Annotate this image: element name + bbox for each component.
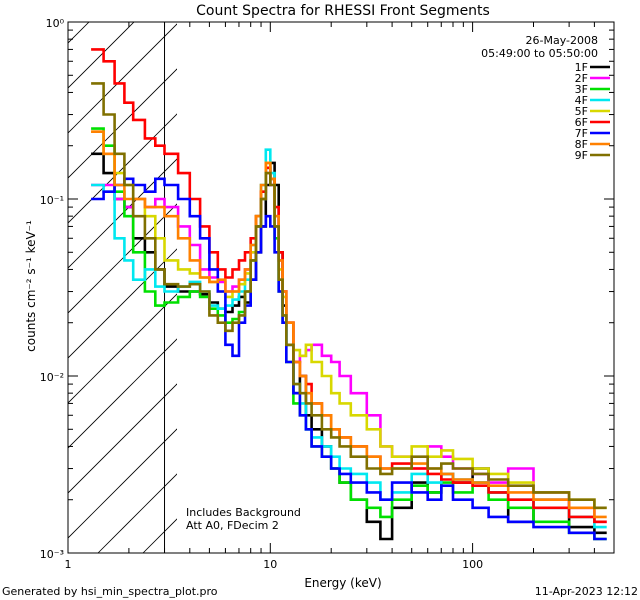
axes: 1 10 100 10⁻³ 10⁻² 10⁻¹ 10⁰ <box>40 17 615 571</box>
legend-label-8F: 8F <box>575 138 588 151</box>
x-tick-label: 10 <box>263 558 277 571</box>
chart-title: Count Spectra for RHESSI Front Segments <box>196 3 490 19</box>
series-1F <box>91 152 607 541</box>
hatch-line <box>68 428 177 539</box>
time-range-label: 05:49:00 to 05:50:00 <box>481 47 598 60</box>
legend-label-2F: 2F <box>575 72 588 85</box>
plot-frame <box>67 21 615 554</box>
series-5F <box>91 130 607 510</box>
annotation-attenuator: Att A0, FDecim 2 <box>186 519 279 532</box>
hatch-line <box>68 203 177 314</box>
hatch-line <box>68 158 177 269</box>
legend-label-4F: 4F <box>575 94 588 107</box>
x-tick-label: 100 <box>462 558 483 571</box>
footer-generated-by: Generated by hsi_min_spectra_plot.pro <box>2 585 218 598</box>
hatch-line <box>97 473 177 553</box>
footer-timestamp: 11-Apr-2023 12:12 <box>535 585 638 598</box>
hatch-line <box>68 23 177 134</box>
legend-label-6F: 6F <box>575 116 588 129</box>
y-tick-label: 10⁻³ <box>40 548 64 561</box>
y-tick-label: 10⁻¹ <box>40 194 64 207</box>
legend-label-3F: 3F <box>575 83 588 96</box>
hatch-line <box>68 248 177 359</box>
date-label: 26-May-2008 <box>526 34 598 47</box>
legend-label-5F: 5F <box>575 105 588 118</box>
legend-label-1F: 1F <box>575 61 588 74</box>
annotation-background: Includes Background <box>186 506 301 519</box>
series-9F <box>91 82 607 510</box>
hatch-line <box>68 383 177 494</box>
hatch-line <box>68 113 177 224</box>
y-axis-label: counts cm⁻² s⁻¹ keV⁻¹ <box>24 220 38 352</box>
y-tick-label: 10⁰ <box>46 17 65 30</box>
legend-label-9F: 9F <box>575 149 588 162</box>
series-7F <box>91 177 607 541</box>
x-tick-label: 1 <box>65 558 72 571</box>
series-8F <box>91 130 607 519</box>
series-3F <box>91 127 607 541</box>
legend-label-7F: 7F <box>575 127 588 140</box>
series-layer <box>91 48 607 541</box>
y-tick-label: 10⁻² <box>40 371 64 384</box>
series-6F <box>91 48 607 524</box>
x-axis-label: Energy (keV) <box>304 576 381 590</box>
hatch-line <box>68 68 177 179</box>
